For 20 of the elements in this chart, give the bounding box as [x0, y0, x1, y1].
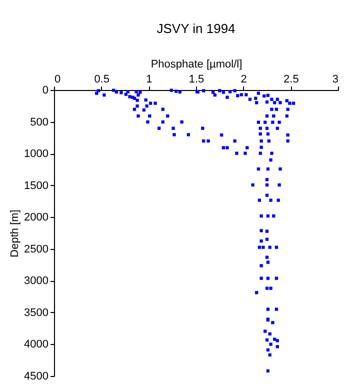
y-tick-label: 1500	[24, 180, 48, 192]
y-tick-label: 2500	[24, 243, 48, 256]
y-tick-label: 0	[42, 84, 48, 96]
y-tick-label: 3500	[24, 306, 48, 319]
y-tick-label: 4500	[24, 370, 48, 382]
x-tick-label: 3	[332, 74, 338, 86]
y-axis-title: Depth [m]	[9, 210, 22, 258]
x-tick-label: 0	[54, 74, 61, 86]
y-tick-label: 2000	[24, 212, 48, 224]
x-tick-label: 0.5	[94, 74, 110, 86]
x-tick-label: 1	[146, 74, 152, 86]
x-axis-title: Phosphate [µmol/l]	[150, 58, 242, 70]
chart-title: JSVY in 1994	[156, 21, 236, 36]
y-tick-label: 1000	[24, 148, 48, 160]
y-tick-label: 4000	[24, 338, 48, 351]
y-tick-label: 500	[30, 116, 48, 128]
x-tick-label: 2	[240, 74, 247, 86]
x-tick-label: 1.5	[188, 74, 204, 86]
y-tick-label: 3000	[24, 275, 48, 288]
x-tick-label: 2.5	[284, 74, 299, 86]
